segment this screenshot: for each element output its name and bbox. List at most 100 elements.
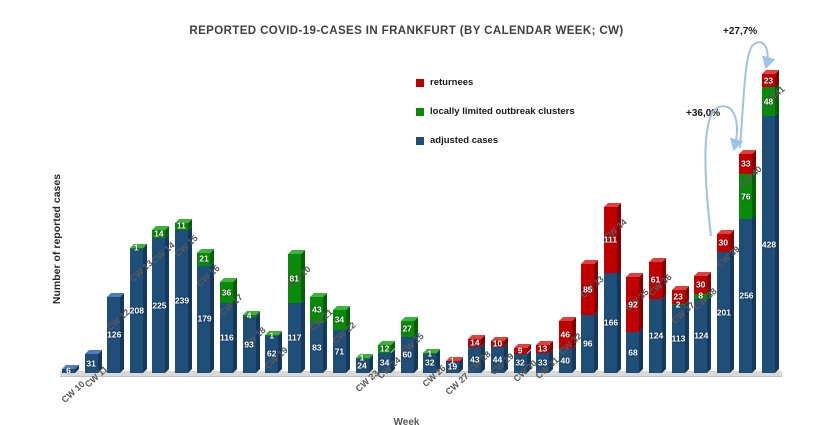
segment-adjusted-cases: 40	[558, 349, 572, 373]
data-label-adjusted-cases: 62	[266, 348, 277, 359]
segment-adjusted-cases: 96	[581, 315, 595, 373]
data-label-outbreak-clusters: 2	[675, 299, 681, 310]
segment-returnees: 30	[694, 275, 708, 294]
bar-slot-cw-39: 201 30 CW 39	[714, 230, 741, 373]
bar-slot-cw-10: 6 CW 10	[60, 365, 87, 405]
segment-adjusted-cases: 33	[536, 353, 550, 373]
segment-outbreak-clusters: 1	[265, 331, 279, 340]
segment-adjusted-cases: 24	[355, 358, 369, 373]
legend-item-adjusted: adjusted cases	[416, 135, 575, 146]
segment-returnees: 13	[536, 343, 550, 354]
data-label-outbreak-clusters: 1	[359, 352, 365, 363]
bar-slot-cw-40: 256 76 33 CW 40	[737, 150, 764, 373]
data-label-adjusted-cases: 40	[560, 355, 570, 366]
segment-outbreak-clusters: 11	[174, 220, 188, 231]
bar-slot-cw-21: 83 43 CW 21	[308, 293, 335, 373]
segment-outbreak-clusters: 27	[400, 320, 414, 337]
data-label-returnees: 1	[449, 355, 455, 366]
stacked-bar-cw-21: 83 43	[310, 293, 328, 373]
segment-outbreak-clusters: 12	[378, 344, 392, 353]
segment-adjusted-cases: 124	[694, 298, 709, 373]
stacked-bar-cw-19: 62 1	[265, 331, 283, 373]
bars-plot-area: 6 CW 10 31 CW 11 126 CW 12 208 1 CW 13 225 14 CW 14…	[60, 63, 787, 405]
bar-slot-cw-33: 96 85 CW 33	[579, 260, 606, 373]
segment-adjusted-cases: 83	[310, 323, 324, 373]
data-label-returnees: 30	[718, 237, 728, 248]
bar-slot-cw-26: 32 1 CW 26	[421, 349, 448, 390]
bar-slot-cw-25: 60 27 CW 25	[398, 316, 425, 373]
data-label-adjusted-cases: 60	[402, 349, 412, 360]
stacked-bar-cw-12: 126	[107, 293, 125, 373]
segment-outbreak-clusters: 43	[310, 297, 324, 324]
bar-slot-cw-28: 43 14 CW 28	[466, 334, 493, 375]
stacked-bar-cw-34: 166 111	[603, 202, 621, 373]
legend: returnees locally limited outbreak clust…	[416, 77, 575, 164]
data-label-adjusted-cases: 208	[129, 305, 144, 316]
segment-returnees: 33	[739, 154, 753, 174]
adjusted-swatch-icon	[416, 136, 424, 145]
data-label-outbreak-clusters: 76	[741, 191, 751, 202]
stacked-bar-cw41: 428 48 23	[761, 69, 779, 373]
bar-slot-cw-23: 24 1 CW 23	[353, 353, 380, 394]
bar-slot-cw-35: 68 92 CW 35	[624, 273, 651, 373]
segment-adjusted-cases: 6	[62, 366, 75, 375]
segment-outbreak-clusters: 8	[694, 291, 708, 300]
data-label-adjusted-cases: 113	[671, 333, 686, 344]
data-label-outbreak-clusters: 27	[402, 323, 412, 334]
bar-slot-cw-11: 31 CW 11	[83, 350, 109, 390]
legend-item-clusters: locally limited outbreak clusters	[416, 106, 575, 117]
segment-adjusted-cases: 43	[468, 347, 482, 373]
data-label-returnees: 61	[650, 274, 661, 285]
segment-outbreak-clusters: 34	[332, 310, 346, 331]
data-label-returnees: 13	[537, 343, 548, 354]
segment-returnees: 61	[649, 262, 663, 299]
data-label-adjusted-cases: 116	[220, 332, 234, 343]
data-label-adjusted-cases: 33	[537, 357, 548, 368]
stacked-bar-cw-20: 117 81	[287, 250, 305, 373]
segment-outbreak-clusters: 4	[242, 311, 256, 320]
legend-label-adjusted: adjusted cases	[430, 135, 499, 146]
data-label-outbreak-clusters: 34	[334, 314, 345, 325]
stacked-bar-cw-25: 60 27	[400, 316, 418, 373]
stacked-bar-cw-26: 32 1	[423, 349, 441, 373]
segment-outbreak-clusters: 1	[423, 349, 437, 358]
stacked-bar-cw-15: 239 11	[174, 219, 192, 373]
data-label-adjusted-cases: 44	[492, 354, 503, 365]
stacked-bar-cw-17: 116 36	[220, 277, 238, 373]
legend-label-clusters: locally limited outbreak clusters	[430, 106, 575, 117]
chart-floor	[60, 371, 782, 377]
bar-slot-cw-34: 166 111 CW 34	[601, 202, 629, 373]
data-label-returnees: 23	[763, 75, 774, 85]
data-label-returnees: 10	[492, 338, 503, 349]
stacked-bar-cw-23: 24 1	[355, 353, 373, 373]
segment-adjusted-cases: 124	[649, 298, 663, 373]
stacked-bar-cw-28: 43 14	[468, 334, 486, 373]
data-label-adjusted-cases: 19	[447, 361, 458, 372]
stacked-bar-cw-40: 256 76 33	[739, 150, 757, 373]
data-label-outbreak-clusters: 11	[176, 220, 186, 231]
data-label-returnees: 14	[470, 337, 480, 348]
segment-adjusted-cases: 19	[445, 361, 459, 373]
segment-outbreak-clusters: 2	[671, 300, 685, 309]
bar-slot-cw-36: 124 61 CW 36	[647, 258, 674, 373]
stacked-bar-cw-37: 113 2 23	[671, 286, 689, 373]
data-label-returnees: 33	[741, 158, 751, 169]
data-label-adjusted-cases: 43	[470, 354, 480, 365]
stacked-bar-cw-32: 40 46	[558, 317, 576, 373]
data-label-adjusted-cases: 124	[694, 330, 709, 341]
stacked-bar-cw-31: 33 13	[536, 341, 554, 373]
segment-returnees: 9	[513, 346, 527, 355]
segment-returnees: 92	[626, 277, 640, 333]
segment-outbreak-clusters: 36	[220, 281, 234, 304]
data-label-outbreak-clusters: 14	[154, 228, 164, 239]
segment-adjusted-cases: 256	[739, 219, 754, 373]
segment-adjusted-cases: 34	[378, 352, 392, 373]
segment-adjusted-cases: 117	[287, 302, 302, 373]
bar-slot-cw-16: 179 21 CW 16	[195, 249, 222, 373]
stacked-bar-cw-35: 68 92	[626, 273, 644, 373]
bar-slot-cw-29: 44 10 CW 29	[489, 336, 516, 376]
data-label-returnees: 85	[583, 284, 593, 295]
segment-adjusted-cases: 428	[761, 116, 776, 373]
data-label-outbreak-clusters: 1	[133, 242, 139, 253]
bar-slot-cw-32: 40 46 CW 32	[556, 317, 583, 373]
